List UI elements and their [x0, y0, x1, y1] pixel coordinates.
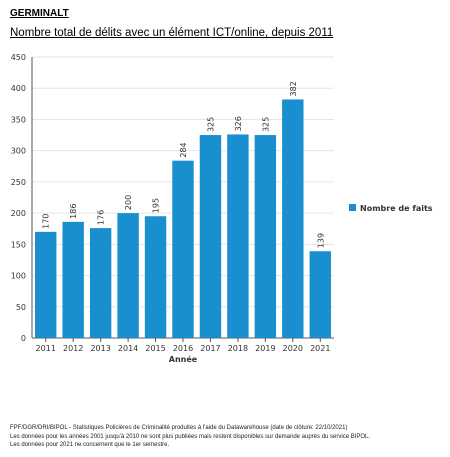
bar-value-label: 326 [234, 116, 243, 131]
y-tick-label: 400 [11, 84, 26, 93]
bar-value-label: 170 [42, 214, 51, 229]
x-tick-label: 2021 [310, 344, 330, 353]
bar-value-label: 284 [179, 142, 188, 157]
chart-title: Nombre total de délits avec un élément I… [10, 27, 334, 39]
x-axis-label: Année [169, 354, 198, 364]
footer-notes: FPF/DGR/DRI/BIPOL - Statistiques Policiè… [10, 424, 445, 450]
y-tick-label: 150 [11, 240, 26, 249]
bar-value-label: 195 [152, 198, 161, 213]
footer-line-semester: Les données pour 2021 ne concernent que … [10, 442, 170, 448]
bar [144, 216, 167, 338]
report-heading: GERMINALT [10, 8, 69, 19]
y-tick-label: 250 [11, 178, 26, 187]
x-tick-label: 2018 [228, 344, 248, 353]
legend-swatch [349, 204, 356, 211]
bar [172, 160, 194, 338]
bar-value-label: 325 [261, 117, 270, 132]
x-tick-label: 2011 [36, 344, 56, 353]
bar [199, 135, 222, 338]
bar [35, 231, 57, 338]
y-tick-label: 300 [11, 147, 26, 156]
y-tick-label: 200 [11, 209, 26, 218]
x-tick-label: 2017 [200, 344, 220, 353]
bar [117, 213, 139, 338]
x-tick-label: 2020 [283, 344, 303, 353]
bar-value-label: 200 [124, 195, 133, 210]
footer-line-source: FPF/DGR/DRI/BIPOL - Statistiques Policiè… [10, 425, 348, 431]
bar-value-label: 382 [289, 81, 298, 96]
bar [254, 135, 277, 338]
bar [227, 134, 249, 338]
bar-value-label: 186 [69, 204, 78, 219]
bar-chart: 0 50 100 150 200 250 300 350 400 450 170 2011 186 201… [11, 53, 433, 364]
x-tick-label: 2014 [118, 344, 138, 353]
y-tick-label: 50 [16, 303, 26, 312]
bar [89, 228, 112, 338]
x-tick-label: 2016 [173, 344, 193, 353]
x-tick-label: 2019 [255, 344, 275, 353]
x-tick-label: 2015 [145, 344, 165, 353]
bar-value-label: 139 [316, 233, 325, 248]
footer-line-availability: Les données pour les années 2001 jusqu'à… [10, 433, 371, 440]
y-tick-label: 450 [11, 53, 26, 62]
bar [282, 99, 304, 338]
y-tick-label: 0 [21, 334, 26, 343]
bar [62, 221, 84, 338]
bar [309, 251, 331, 338]
x-tick-label: 2013 [90, 344, 110, 353]
x-tick-label: 2012 [63, 344, 83, 353]
bar-value-label: 176 [97, 210, 106, 225]
legend-label: Nombre de faits [360, 204, 433, 213]
y-tick-label: 350 [11, 115, 26, 124]
bar-value-label: 325 [206, 117, 215, 132]
y-tick-label: 100 [11, 272, 26, 281]
